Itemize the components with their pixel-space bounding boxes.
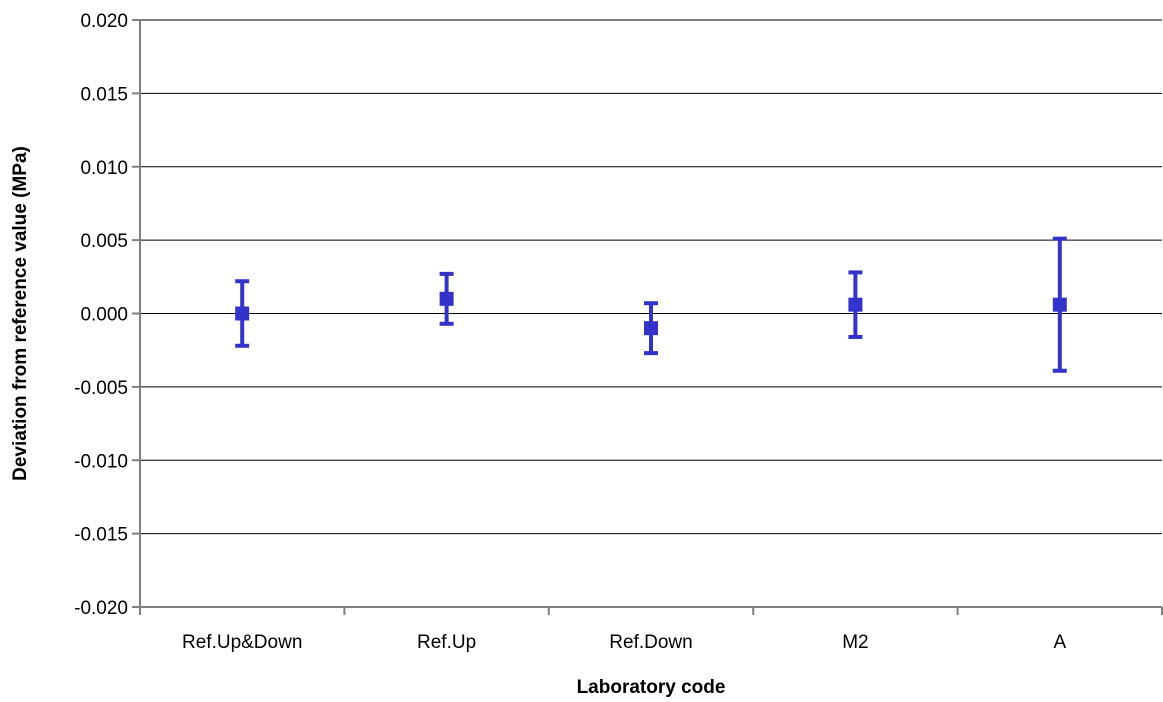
x-tick-label: A [1053, 632, 1066, 653]
data-point [235, 306, 250, 321]
data-point [644, 321, 658, 336]
x-tick-labels: Ref.Up&Down Ref.Up Ref.Down M2 A [182, 632, 1066, 653]
y-tick-label: -0.010 [74, 451, 128, 472]
axes [132, 19, 1163, 615]
data-point [1052, 297, 1067, 312]
y-tick-label: 0.005 [80, 231, 128, 252]
y-tick-label: 0.010 [80, 158, 128, 179]
data-marks [235, 236, 1067, 373]
y-tick-label: -0.020 [74, 598, 128, 619]
x-tick-label: Ref.Up [417, 632, 476, 653]
y-tick-label: 0.000 [80, 305, 128, 326]
x-axis-title: Laboratory code [577, 677, 726, 698]
y-tick-label: 0.020 [80, 11, 128, 32]
y-tick-labels: 0.020 0.015 0.010 0.005 0.000 -0.005 -0.010 -0.… [74, 11, 128, 619]
gridlines [140, 19, 1162, 535]
y-tick-label: -0.005 [74, 378, 128, 399]
y-tick-label: 0.015 [80, 84, 128, 105]
data-point [848, 297, 863, 312]
data-point [439, 291, 454, 306]
y-axis-title: Deviation from reference value (MPa) [10, 146, 31, 481]
x-tick-label: M2 [842, 632, 868, 653]
x-tick-label: Ref.Up&Down [182, 632, 302, 653]
x-tick-label: Ref.Down [609, 632, 692, 653]
y-tick-label: -0.015 [74, 525, 128, 546]
